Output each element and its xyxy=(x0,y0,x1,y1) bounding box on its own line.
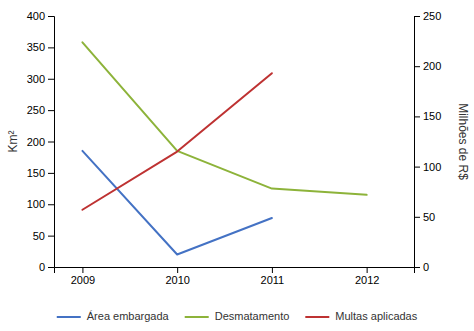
tick-mark xyxy=(177,267,178,273)
tick-label: 250 xyxy=(423,10,441,22)
tick: 350 xyxy=(27,41,54,53)
legend-label: Desmatamento xyxy=(215,310,290,322)
tick-mark xyxy=(414,66,420,67)
y-axis-title: Km² xyxy=(6,131,20,153)
tick: 150 xyxy=(414,110,441,122)
axis-line xyxy=(415,17,421,268)
series-line xyxy=(82,73,271,210)
tick-mark xyxy=(414,267,420,268)
tick-label: 150 xyxy=(423,110,441,122)
tick-label: 100 xyxy=(423,161,441,173)
tick: 400 xyxy=(27,10,54,22)
tick: 100 xyxy=(414,161,441,173)
legend-swatch xyxy=(305,316,329,318)
tick-mark xyxy=(48,236,54,237)
y2-axis: 0 50 100 150 200 250 xyxy=(414,10,441,273)
tick: 50 xyxy=(414,211,435,223)
tick-mark xyxy=(48,79,54,80)
tick-label: 0 xyxy=(423,261,429,273)
tick: 2009 xyxy=(71,267,95,286)
tick-label: 2011 xyxy=(261,274,285,286)
x-axis: 2009 2010 2011 2012 xyxy=(55,267,415,286)
tick-label: 300 xyxy=(27,73,45,85)
tick: 2012 xyxy=(355,267,379,286)
tick: 50 xyxy=(33,230,54,242)
legend-item: Área embargada xyxy=(57,310,170,322)
axis-line xyxy=(55,268,415,274)
legend: Área embargada Desmatamento Multas aplicad… xyxy=(57,310,418,322)
legend-item: Desmatamento xyxy=(185,310,290,322)
tick: 2011 xyxy=(261,267,285,286)
tick: 200 xyxy=(27,136,54,148)
tick-mark xyxy=(414,116,420,117)
tick-label: 350 xyxy=(27,41,45,53)
tick-mark xyxy=(48,47,54,48)
tick: 300 xyxy=(27,73,54,85)
tick: 2010 xyxy=(165,267,189,286)
tick: 0 xyxy=(414,261,429,273)
tick-mark xyxy=(272,267,273,273)
tick-label: 100 xyxy=(27,198,45,210)
tick: 0 xyxy=(39,261,54,273)
tick-mark xyxy=(414,217,420,218)
chart: 2009 2010 2011 2012 0 50 100 150 200 250 300 350 400… xyxy=(0,0,474,331)
tick-label: 50 xyxy=(423,211,435,223)
tick-label: 2009 xyxy=(71,274,95,286)
series-line xyxy=(82,151,271,255)
tick-mark xyxy=(48,142,54,143)
tick-label: 0 xyxy=(39,261,45,273)
legend-label: Multas aplicadas xyxy=(335,310,417,322)
tick-mark xyxy=(414,167,420,168)
tick: 100 xyxy=(27,198,54,210)
tick-label: 200 xyxy=(423,60,441,72)
tick-mark xyxy=(82,267,83,273)
tick-mark xyxy=(48,16,54,17)
plot-area: 2009 2010 2011 2012 0 50 100 150 200 250 300 350 400… xyxy=(27,10,442,286)
lines xyxy=(82,42,366,254)
y-axis: 0 50 100 150 200 250 300 350 400 xyxy=(27,10,55,273)
tick: 150 xyxy=(27,167,54,179)
tick: 250 xyxy=(414,10,441,22)
tick-mark xyxy=(48,173,54,174)
tick-label: 2012 xyxy=(355,274,379,286)
tick-label: 200 xyxy=(27,136,45,148)
axis-line xyxy=(48,17,55,268)
y2-axis-title: Milhões de R$ xyxy=(456,103,470,180)
tick-label: 250 xyxy=(27,104,45,116)
tick-mark xyxy=(48,204,54,205)
tick: 200 xyxy=(414,60,441,72)
tick-label: 400 xyxy=(27,10,45,22)
tick-mark xyxy=(367,267,368,273)
legend-item: Multas aplicadas xyxy=(305,310,417,322)
legend-swatch xyxy=(57,316,81,318)
series-line xyxy=(82,42,366,194)
tick-label: 2010 xyxy=(165,274,189,286)
legend-label: Área embargada xyxy=(87,310,170,322)
tick-mark xyxy=(48,110,54,111)
tick-mark xyxy=(48,267,54,268)
tick: 250 xyxy=(27,104,54,116)
tick-mark xyxy=(414,16,420,17)
tick-label: 150 xyxy=(27,167,45,179)
tick-label: 50 xyxy=(33,230,45,242)
legend-swatch xyxy=(185,316,209,318)
